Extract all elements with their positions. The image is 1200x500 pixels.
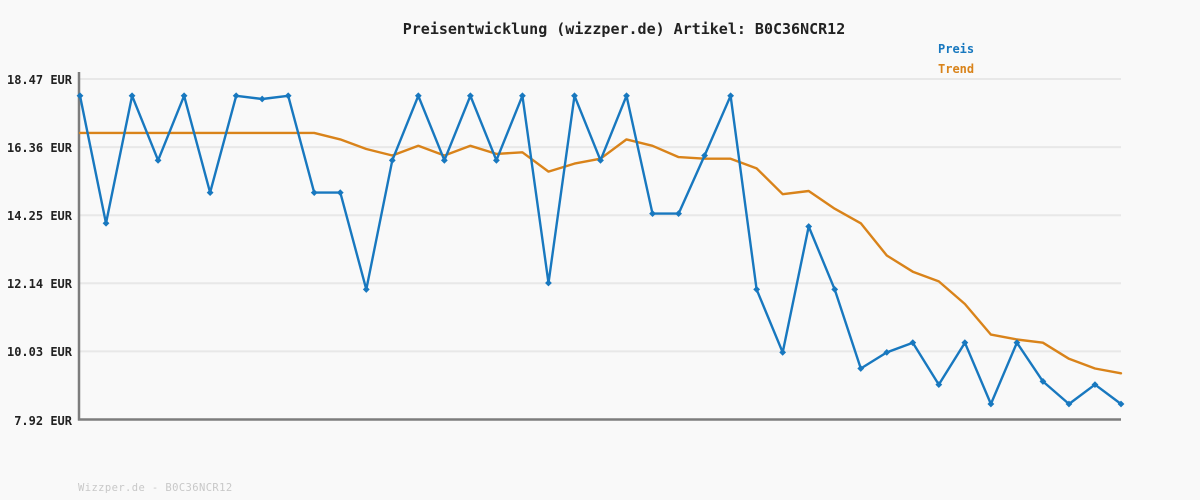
price-marker <box>493 156 500 164</box>
price-marker <box>701 152 708 159</box>
chart-title: Preisentwicklung (wizzper.de) Artikel: B… <box>402 20 846 38</box>
price-marker <box>623 92 630 100</box>
trend-line <box>78 131 1123 375</box>
legend-item-preis: Preis <box>938 42 975 56</box>
chart-legend: Preis Trend <box>938 39 974 79</box>
price-marker <box>180 92 188 100</box>
price-marker <box>1065 400 1073 408</box>
price-marker <box>1117 400 1125 408</box>
y-tick-label: 10.03 EUR <box>6 345 72 360</box>
price-line <box>78 94 1123 406</box>
price-marker <box>284 92 292 100</box>
y-tick-label: 16.36 EUR <box>6 141 72 156</box>
price-marker <box>76 92 84 100</box>
y-tick-label: 18.47 EUR <box>6 73 72 87</box>
y-tick-label: 14.25 EUR <box>6 209 72 224</box>
price-marker <box>909 339 917 347</box>
price-marker <box>1091 381 1099 389</box>
price-marker <box>440 156 448 164</box>
price-marker <box>232 92 240 100</box>
price-marker <box>336 189 344 197</box>
price-marker <box>388 156 396 164</box>
price-marker <box>519 92 526 100</box>
price-marker <box>310 189 318 197</box>
price-marker <box>727 92 735 100</box>
price-marker <box>1039 378 1047 385</box>
price-marker <box>128 92 136 100</box>
price-marker <box>545 279 552 287</box>
price-marker <box>102 219 110 227</box>
price-marker <box>649 210 656 217</box>
price-marker <box>935 381 943 389</box>
y-axis-tick-labels: 18.47 EUR 16.36 EUR 14.25 EUR 12.14 EUR 10.0… <box>0 0 72 500</box>
watermark-text: Wizzper.de - B0C36NCR12 <box>78 482 233 494</box>
price-marker <box>206 189 214 197</box>
price-marker <box>753 286 761 293</box>
price-marker <box>987 400 995 408</box>
y-tick-label: 12.14 EUR <box>6 277 72 292</box>
price-marker <box>805 223 813 230</box>
price-marker <box>597 156 604 164</box>
price-marker <box>961 339 969 347</box>
price-marker <box>831 286 839 293</box>
legend-item-trend: Trend <box>938 62 975 76</box>
price-marker <box>154 156 162 164</box>
price-marker <box>779 348 787 356</box>
price-marker <box>857 365 865 372</box>
price-marker <box>258 95 266 103</box>
price-marker <box>1013 339 1021 347</box>
price-marker <box>466 92 474 100</box>
y-tick-label: 7.92 EUR <box>14 413 72 428</box>
price-marker <box>675 210 682 217</box>
price-marker <box>414 92 422 100</box>
price-marker <box>883 348 891 356</box>
price-marker <box>571 92 578 100</box>
price-marker <box>362 286 370 293</box>
